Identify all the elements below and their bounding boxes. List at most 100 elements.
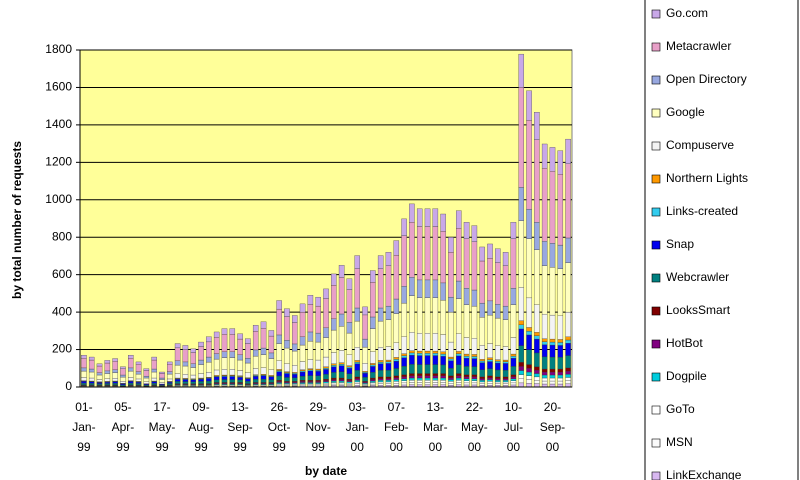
legend-swatch [651, 108, 661, 118]
legend-label: Snap [666, 237, 694, 251]
bar-segment [221, 328, 228, 335]
bar-segment [541, 341, 548, 345]
bar-segment [401, 235, 407, 287]
bar-segment [370, 372, 376, 379]
bar-segment [377, 370, 384, 378]
bar-segment [557, 315, 564, 340]
bar-segment [565, 343, 571, 356]
bar-segment [432, 377, 439, 381]
x-tick-label: 10-Jul-00 [504, 400, 523, 454]
bar-segment [440, 377, 446, 381]
bar-segment [135, 378, 142, 382]
bar-segment [370, 382, 376, 385]
bar-segment [135, 373, 142, 380]
bar-segment [401, 286, 407, 304]
bar-segment [167, 381, 173, 384]
y-tick-label: 400 [52, 304, 72, 318]
bar-segment [338, 371, 345, 379]
bar-segment [502, 376, 509, 379]
bar-segment [385, 381, 392, 384]
bar-segment [432, 279, 439, 298]
bar-segment [252, 368, 259, 375]
bar-segment [221, 351, 228, 358]
bar-segment [159, 371, 165, 374]
bar-segment [534, 335, 540, 340]
bar-segment [151, 371, 157, 379]
bar-segment [128, 355, 134, 359]
bar-segment [416, 364, 423, 374]
bar-segment [276, 383, 282, 385]
x-tick-label: 22-May-00 [461, 400, 488, 454]
bar-segment [252, 355, 259, 369]
bar-segment [409, 375, 415, 379]
x-tick-label: 07-Feb-00 [384, 400, 409, 454]
bar-segment [299, 375, 306, 381]
bar-segment [401, 374, 407, 377]
bar-segment [167, 371, 173, 375]
bar-segment [432, 297, 439, 334]
bar-segment [377, 347, 384, 361]
bar-segment [495, 304, 501, 319]
bar-segment [112, 378, 118, 382]
bar-segment [362, 346, 368, 364]
bar-segment [463, 366, 470, 375]
bar-segment [456, 298, 462, 334]
bar-segment [463, 287, 470, 305]
bar-segment [346, 382, 353, 385]
bar-segment [143, 381, 150, 384]
bar-segment [346, 368, 353, 374]
bar-segment [229, 334, 236, 352]
bar-segment [432, 208, 439, 227]
bar-segment [190, 348, 196, 353]
bar-segment [96, 382, 103, 384]
legend-label: Open Directory [666, 72, 747, 86]
bar-segment [370, 282, 376, 318]
x-tick-label: 09-Aug-99 [188, 400, 213, 454]
bar-segment [338, 362, 345, 365]
bar-segment [299, 384, 306, 387]
bar-segment [198, 378, 204, 382]
bar-segment [479, 369, 485, 378]
bar-segment [377, 255, 384, 269]
bar-segment [331, 329, 337, 353]
legend-swatch [651, 273, 661, 283]
bar-segment [88, 383, 95, 385]
bar-segment [456, 373, 462, 376]
bar-segment [565, 163, 571, 239]
bar-segment [541, 265, 548, 315]
bar-segment [424, 380, 431, 383]
bar-segment [292, 315, 298, 323]
bar-segment [88, 356, 95, 361]
bar-segment [440, 334, 446, 352]
bar-segment [526, 364, 532, 369]
bar-segment [526, 349, 532, 365]
bar-segment [307, 359, 314, 369]
bar-segment [385, 265, 392, 307]
bar-segment [268, 358, 275, 370]
bar-segment [88, 381, 95, 384]
bar-segment [276, 370, 282, 372]
y-tick-label: 0 [65, 379, 72, 393]
bar-segment [354, 381, 360, 384]
bar-segment [432, 380, 439, 383]
bar-segment [487, 381, 493, 384]
bar-segment [456, 333, 462, 352]
bar-segment [541, 380, 548, 385]
bar-segment [190, 367, 196, 376]
bar-segment [362, 372, 368, 378]
bar-segment [495, 383, 501, 386]
bar-segment [432, 373, 439, 376]
bar-segment [409, 295, 415, 333]
bar-segment [206, 378, 212, 382]
bar-segment [135, 364, 142, 372]
legend-box [644, 0, 799, 480]
bar-segment [151, 381, 157, 384]
bar-segment [167, 378, 173, 382]
bar-segment [393, 313, 400, 343]
bar-segment [331, 372, 337, 379]
bar-segment [159, 382, 165, 385]
bar-segment [96, 372, 103, 376]
bar-segment [448, 375, 454, 378]
bar-segment [565, 377, 571, 381]
bar-segment [245, 381, 251, 384]
